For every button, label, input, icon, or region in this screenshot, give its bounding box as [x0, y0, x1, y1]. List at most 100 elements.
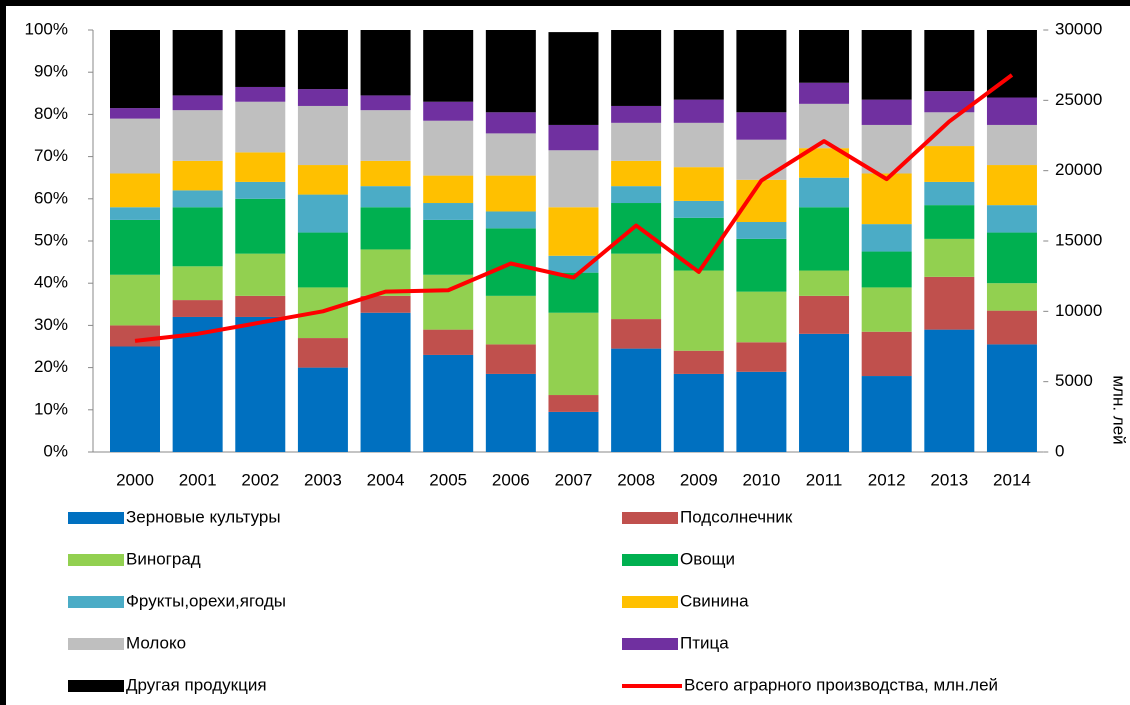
bar-segment	[736, 30, 787, 113]
bar-segment	[485, 344, 536, 374]
bar-segment	[235, 198, 286, 254]
bar-segment	[924, 30, 975, 92]
bar-segment	[548, 395, 599, 412]
y2-tick-label: 0	[1055, 441, 1064, 460]
bar-segment	[611, 105, 662, 123]
bar-segment	[172, 207, 223, 267]
bar-segment	[799, 207, 850, 271]
bar-segment	[235, 316, 286, 452]
bar-segment	[611, 186, 662, 204]
bar-segment	[799, 295, 850, 334]
legend-swatch	[68, 596, 124, 608]
bar-segment	[986, 283, 1037, 311]
bar-segment	[110, 219, 160, 275]
bar-segment	[673, 30, 724, 100]
bar-segment	[673, 373, 724, 452]
bar-segment	[485, 30, 536, 113]
x-tick-label: 2003	[304, 470, 342, 489]
bar-segment	[861, 99, 912, 125]
bar-segment	[172, 110, 223, 161]
legend-label: Другая продукция	[126, 675, 267, 694]
legend-swatch	[622, 554, 678, 566]
bar-segment	[736, 371, 787, 452]
bar-segment	[297, 89, 348, 106]
bar-segment	[799, 270, 850, 296]
bar-segment	[297, 194, 348, 233]
bar-segment	[110, 118, 160, 174]
legend-label: Всего аграрного производства, млн.лей	[684, 675, 998, 694]
legend-swatch	[68, 638, 124, 650]
bar-segment	[673, 270, 724, 351]
bar-segment	[235, 253, 286, 296]
bar-segment	[736, 222, 787, 239]
bar-segment	[423, 30, 474, 102]
bar-segment	[485, 373, 536, 452]
legend-swatch	[622, 596, 678, 608]
legend-swatch	[68, 680, 124, 692]
y2-axis-label: млн. лей	[1110, 375, 1129, 444]
legend-swatch	[68, 512, 124, 524]
bar-segment	[673, 167, 724, 201]
bar-segment	[485, 295, 536, 345]
y-tick-label: 30%	[34, 315, 68, 334]
bar-segment	[485, 133, 536, 176]
bar-segment	[235, 86, 286, 102]
bar-segment	[172, 316, 223, 452]
y-tick-label: 80%	[34, 104, 68, 123]
bar-segment	[172, 160, 223, 191]
bar-segment	[736, 342, 787, 372]
x-tick-label: 2011	[806, 470, 843, 489]
bar-segment	[986, 97, 1037, 125]
x-tick-label: 2002	[241, 470, 279, 489]
bar-segment	[360, 186, 411, 208]
bar-segment	[485, 175, 536, 212]
bar-segment	[611, 122, 662, 161]
bar-segment	[986, 165, 1037, 206]
bar-segment	[235, 30, 286, 87]
legend-label: Молоко	[126, 633, 186, 652]
bar-segment	[986, 205, 1037, 233]
bar-segment	[423, 219, 474, 275]
x-tick-label: 2010	[742, 470, 780, 489]
bar-segment	[924, 91, 975, 113]
bar-segment	[611, 319, 662, 349]
bar-segment	[986, 232, 1037, 284]
bar-segment	[673, 350, 724, 374]
x-tick-label: 2004	[367, 470, 405, 489]
y-tick-label: 50%	[34, 230, 68, 249]
x-tick-label: 2009	[680, 470, 718, 489]
bar-segment	[360, 160, 411, 187]
y2-tick-label: 25000	[1055, 90, 1102, 109]
x-tick-label: 2012	[868, 470, 906, 489]
y2-tick-label: 10000	[1055, 301, 1102, 320]
legend-label: Фрукты,орехи,ягоды	[126, 591, 286, 610]
bar-segment	[423, 175, 474, 204]
bar-segment	[360, 110, 411, 161]
legend-label: Виноград	[126, 549, 201, 568]
bar-segment	[673, 122, 724, 168]
y-tick-label: 90%	[34, 62, 68, 81]
bar-segment	[611, 253, 662, 320]
bar-segment	[611, 348, 662, 452]
bar-segment	[297, 338, 348, 368]
y-tick-label: 0%	[43, 441, 68, 460]
legend-swatch	[622, 638, 678, 650]
bar-segment	[548, 32, 599, 125]
bar-segment	[736, 112, 787, 140]
legend-label: Свинина	[680, 591, 749, 610]
legend-label: Подсолнечник	[680, 507, 793, 526]
bar-segment	[423, 329, 474, 355]
bar-segment	[924, 181, 975, 206]
bar-segment	[736, 238, 787, 292]
x-tick-label: 2013	[930, 470, 968, 489]
bar-segment	[423, 120, 474, 176]
bar-segment	[924, 146, 975, 182]
bar-segment	[924, 276, 975, 330]
bar-segment	[673, 99, 724, 123]
bar-segment	[986, 124, 1037, 166]
bar-segment	[235, 101, 286, 153]
bar-segment	[172, 30, 223, 96]
bar-segment	[172, 190, 223, 208]
bar-segment	[799, 82, 850, 104]
